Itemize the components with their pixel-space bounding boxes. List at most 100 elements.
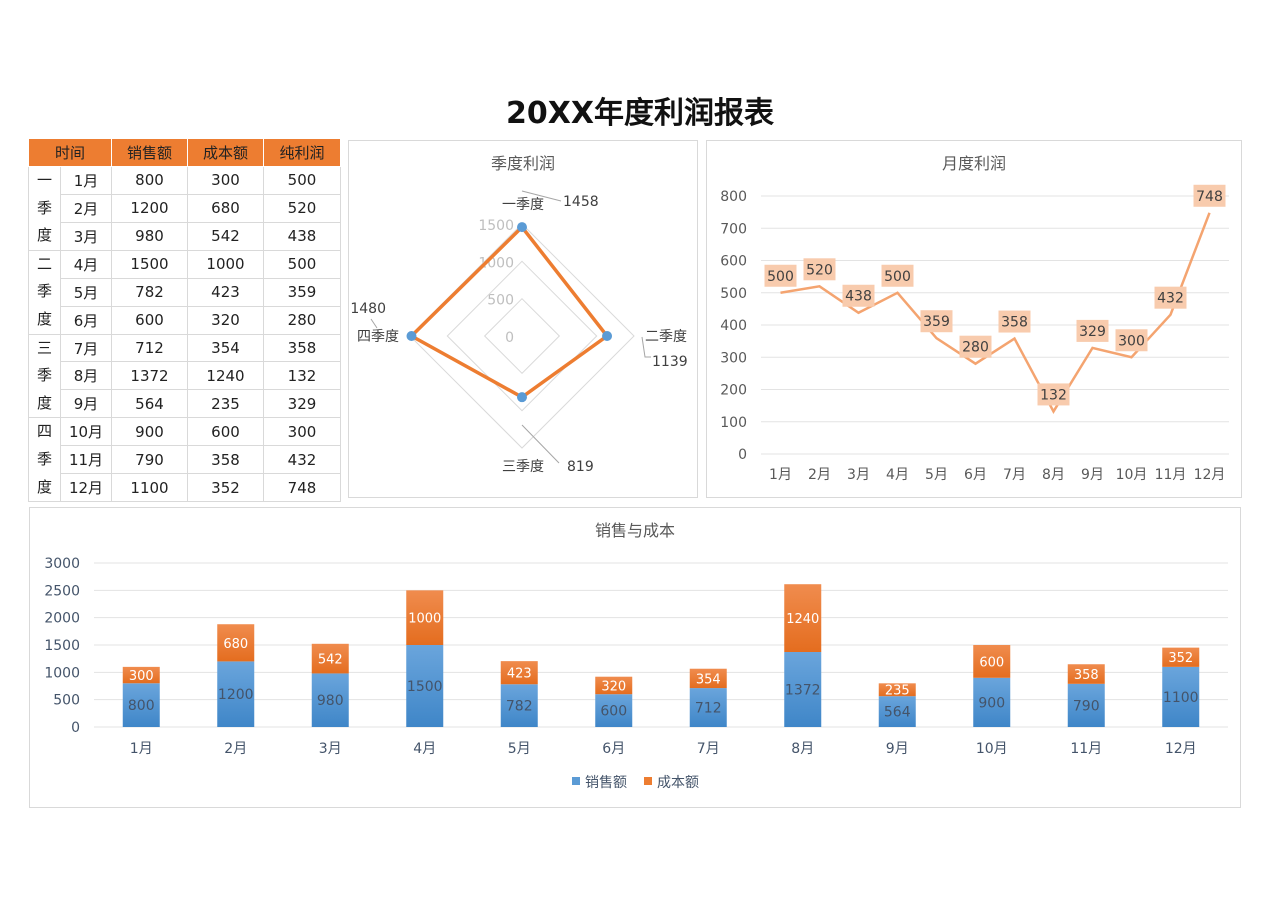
- data-label: 132: [1040, 387, 1067, 403]
- data-label-bg: [1037, 383, 1070, 406]
- sales-cell: 564: [111, 389, 188, 419]
- profit-cell: 329: [263, 389, 341, 419]
- cost-cell: 352: [187, 473, 264, 503]
- y-tick-label: 0: [738, 447, 747, 463]
- table-row: 2月 1200 680 520: [29, 193, 341, 223]
- chart-title: 季度利润: [491, 154, 555, 173]
- x-tick-label: 11月: [1070, 741, 1102, 757]
- legend-swatch: [644, 777, 652, 785]
- y-tick-label: 800: [720, 189, 747, 205]
- leader-line: [521, 424, 560, 464]
- chart-title: 销售与成本: [595, 521, 675, 540]
- data-label-cost: 600: [979, 655, 1004, 670]
- data-label: 280: [962, 340, 989, 356]
- sales-cell: 782: [111, 277, 188, 307]
- y-tick-label: 200: [720, 383, 747, 399]
- y-tick-label: 700: [720, 221, 747, 237]
- y-tick-label: 3000: [44, 556, 80, 572]
- radar-point: [602, 331, 613, 341]
- bar-sales: [1162, 666, 1200, 727]
- quarter-label: 二季度: [36, 254, 52, 328]
- x-tick-label: 5月: [925, 467, 948, 483]
- profit-cell: 748: [263, 473, 341, 503]
- table-row: 四季度 10月 900 600 300: [28, 417, 341, 503]
- cost-cell: 680: [187, 193, 264, 223]
- radar-category-label: 四季度: [357, 329, 399, 345]
- data-label-bg: [1076, 319, 1109, 342]
- data-label-bg: [881, 264, 914, 287]
- cost-cell: 1240: [187, 361, 264, 391]
- header-sales: 销售额: [111, 138, 188, 167]
- bar-cost: [500, 661, 538, 685]
- data-label-bg: [1154, 286, 1187, 309]
- cost-cell: 235: [187, 389, 264, 419]
- month-cell: 11月: [60, 445, 112, 475]
- bar-cost: [311, 643, 349, 674]
- quarter-cell: 二季度: [28, 249, 61, 335]
- data-label-bg: [1115, 329, 1148, 352]
- data-label-bg: [803, 258, 836, 281]
- line-chart: 月度利润 0 100 200 300 400 500 600 700 800 1月 2月 3月 4月 5月 6…: [720, 154, 1229, 483]
- month-cell: 4月: [60, 249, 112, 279]
- data-label-sales: 980: [317, 693, 344, 709]
- data-label-sales: 1500: [407, 679, 443, 695]
- data-label-sales: 800: [128, 698, 155, 714]
- x-tick-label: 1月: [769, 467, 792, 483]
- y-tick-label: 400: [720, 318, 747, 334]
- sales-cell: 1100: [111, 473, 188, 503]
- data-label-bg: [959, 335, 992, 358]
- bar-chart: 销售与成本 0 500 1000 1500 2000 2500 3000 1月 2月 3月 4月 5月 6…: [44, 521, 1228, 791]
- bar-sales: [122, 683, 160, 727]
- sales-cell: 900: [111, 417, 188, 447]
- quarter-label: 三季度: [36, 338, 52, 412]
- bar-sales: [311, 673, 349, 727]
- sales-cell: 1200: [111, 193, 188, 223]
- radar-chart-panel: 季度利润 0 500 1000 1500 一季度 1458 二季度 1139 三季度 819 四季度 1…: [348, 140, 698, 498]
- profit-cell: 520: [263, 193, 341, 223]
- bar-sales: [406, 645, 444, 727]
- profit-cell: 280: [263, 305, 341, 335]
- data-label-cost: 1240: [786, 612, 819, 627]
- cost-cell: 320: [187, 305, 264, 335]
- data-label-cost: 358: [1074, 668, 1099, 683]
- radar-tick-label: 500: [487, 293, 514, 309]
- y-tick-label: 300: [720, 350, 747, 366]
- table-row: 三季度 7月 712 354 358: [28, 333, 341, 419]
- data-label-bg: [764, 264, 797, 287]
- profit-cell: 432: [263, 445, 341, 475]
- month-cell: 10月: [60, 417, 112, 447]
- data-label: 520: [806, 262, 833, 278]
- chart-title: 月度利润: [942, 154, 1006, 173]
- sales-cell: 1500: [111, 249, 188, 279]
- cost-cell: 358: [187, 445, 264, 475]
- sales-cell: 1372: [111, 361, 188, 391]
- month-cell: 3月: [60, 221, 112, 251]
- data-label: 300: [1118, 333, 1145, 349]
- data-label-bg: [998, 310, 1031, 333]
- bar-cost: [689, 668, 727, 689]
- bar-sales: [689, 688, 727, 727]
- x-tick-label: 8月: [791, 741, 814, 757]
- month-cell: 2月: [60, 193, 112, 223]
- quarter-cell: 四季度: [28, 417, 61, 503]
- bar-cost: [595, 676, 633, 695]
- x-tick-label: 10月: [1116, 467, 1148, 483]
- profit-cell: 359: [263, 277, 341, 307]
- bar-sales: [595, 694, 633, 727]
- data-label: 500: [884, 269, 911, 285]
- bar-sales: [500, 684, 538, 727]
- leader-line: [370, 318, 378, 329]
- data-label-sales: 782: [506, 699, 533, 715]
- profit-cell: 500: [263, 166, 341, 195]
- data-label-cost: 1000: [408, 612, 441, 627]
- x-tick-label: 9月: [1081, 467, 1104, 483]
- table-row: 9月 564 235 329: [29, 389, 341, 419]
- profit-cell: 500: [263, 249, 341, 279]
- x-tick-label: 2月: [808, 467, 831, 483]
- data-label-sales: 1100: [1163, 690, 1199, 706]
- x-tick-label: 10月: [976, 741, 1008, 757]
- data-label: 329: [1079, 324, 1106, 340]
- bar-cost: [217, 624, 255, 662]
- sales-cell: 600: [111, 305, 188, 335]
- sales-cell: 712: [111, 333, 188, 363]
